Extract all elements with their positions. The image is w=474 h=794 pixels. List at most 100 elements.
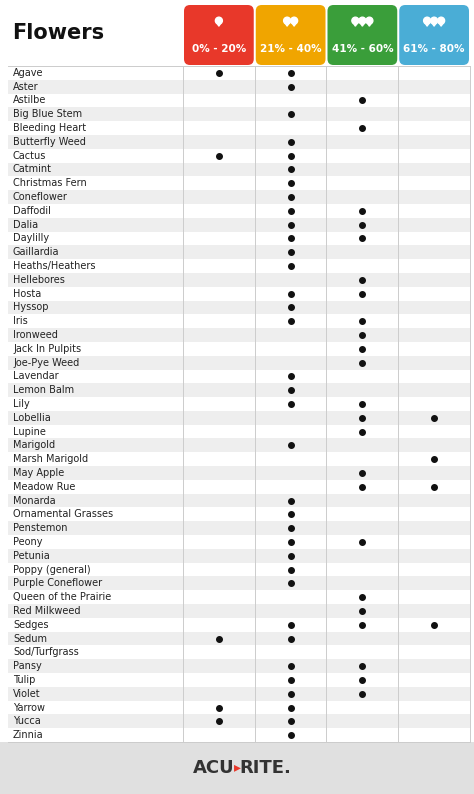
Bar — [8, 218, 470, 232]
Text: Petunia: Petunia — [13, 551, 50, 561]
Polygon shape — [360, 22, 365, 26]
Bar — [8, 604, 470, 618]
Text: Ironweed: Ironweed — [13, 330, 58, 340]
Bar — [8, 715, 470, 728]
Text: 0% - 20%: 0% - 20% — [192, 44, 246, 54]
Circle shape — [352, 17, 359, 24]
Bar — [8, 301, 470, 314]
Text: Daylilly: Daylilly — [13, 233, 49, 244]
FancyBboxPatch shape — [184, 5, 254, 65]
Polygon shape — [284, 22, 290, 26]
Circle shape — [215, 17, 222, 24]
Text: Catmint: Catmint — [13, 164, 52, 175]
Text: Christmas Fern: Christmas Fern — [13, 179, 87, 188]
Text: Heaths/Heathers: Heaths/Heathers — [13, 261, 95, 271]
Text: Yucca: Yucca — [13, 716, 41, 727]
Text: Red Milkweed: Red Milkweed — [13, 606, 81, 616]
Circle shape — [291, 17, 298, 24]
Text: Poppy (general): Poppy (general) — [13, 565, 91, 575]
Text: Lily: Lily — [13, 399, 30, 409]
Circle shape — [430, 17, 438, 24]
Text: 41% - 60%: 41% - 60% — [331, 44, 393, 54]
Text: Pansy: Pansy — [13, 661, 42, 671]
Text: ▸: ▸ — [234, 761, 240, 774]
Text: Astilbe: Astilbe — [13, 95, 46, 106]
Text: Sedges: Sedges — [13, 620, 48, 630]
Text: Cactus: Cactus — [13, 151, 46, 160]
Circle shape — [424, 17, 430, 24]
Bar — [8, 687, 470, 700]
Bar — [8, 107, 470, 121]
Polygon shape — [367, 22, 372, 26]
Polygon shape — [353, 22, 358, 26]
Bar — [8, 163, 470, 176]
Circle shape — [366, 17, 373, 24]
FancyBboxPatch shape — [256, 5, 326, 65]
Polygon shape — [425, 22, 429, 26]
FancyBboxPatch shape — [399, 5, 469, 65]
Text: Sedum: Sedum — [13, 634, 47, 643]
Text: Hyssop: Hyssop — [13, 303, 48, 312]
Text: Penstemon: Penstemon — [13, 523, 67, 533]
Bar — [8, 438, 470, 453]
Text: Bleeding Heart: Bleeding Heart — [13, 123, 86, 133]
Polygon shape — [216, 22, 221, 26]
Bar — [8, 466, 470, 480]
Circle shape — [283, 17, 291, 24]
Text: Peony: Peony — [13, 537, 43, 547]
Text: Queen of the Prairie: Queen of the Prairie — [13, 592, 111, 602]
Text: Lobellia: Lobellia — [13, 413, 51, 422]
Text: Lavendar: Lavendar — [13, 372, 59, 381]
Text: Zinnia: Zinnia — [13, 730, 44, 740]
Text: Dalia: Dalia — [13, 220, 38, 229]
Text: Lemon Balm: Lemon Balm — [13, 385, 74, 395]
Text: Gaillardia: Gaillardia — [13, 247, 60, 257]
Text: Coneflower: Coneflower — [13, 192, 68, 202]
Bar — [8, 191, 470, 204]
Polygon shape — [432, 22, 437, 26]
Text: Flowers: Flowers — [12, 23, 104, 43]
Text: Monarda: Monarda — [13, 495, 55, 506]
Bar — [8, 494, 470, 507]
Text: 21% - 40%: 21% - 40% — [260, 44, 321, 54]
Text: Sod/Turfgrass: Sod/Turfgrass — [13, 647, 79, 657]
Text: Butterfly Weed: Butterfly Weed — [13, 137, 86, 147]
Text: 61% - 80%: 61% - 80% — [403, 44, 465, 54]
Text: Tulip: Tulip — [13, 675, 36, 685]
Text: Purple Coneflower: Purple Coneflower — [13, 578, 102, 588]
Bar — [8, 328, 470, 342]
Text: Violet: Violet — [13, 688, 41, 699]
Bar — [8, 659, 470, 673]
Circle shape — [438, 17, 445, 24]
Text: Jack In Pulpits: Jack In Pulpits — [13, 344, 81, 354]
Bar — [8, 549, 470, 563]
Bar — [8, 273, 470, 287]
Bar — [8, 411, 470, 425]
Text: Agave: Agave — [13, 68, 44, 78]
FancyBboxPatch shape — [328, 5, 397, 65]
Text: Daffodil: Daffodil — [13, 206, 51, 216]
Bar — [8, 135, 470, 148]
Bar — [8, 576, 470, 590]
Text: ACU: ACU — [193, 759, 235, 777]
Bar — [8, 356, 470, 369]
Text: Joe-Pye Weed: Joe-Pye Weed — [13, 357, 79, 368]
Circle shape — [359, 17, 366, 24]
Text: RITE.: RITE. — [239, 759, 291, 777]
Text: Lupine: Lupine — [13, 426, 46, 437]
Polygon shape — [292, 22, 297, 26]
Bar — [0, 742, 474, 794]
Polygon shape — [438, 22, 444, 26]
Bar — [8, 522, 470, 535]
Text: Big Blue Stem: Big Blue Stem — [13, 110, 82, 119]
Text: Aster: Aster — [13, 82, 38, 91]
Text: Ornamental Grasses: Ornamental Grasses — [13, 510, 113, 519]
Text: Marigold: Marigold — [13, 441, 55, 450]
Text: Hosta: Hosta — [13, 289, 41, 299]
Bar — [8, 245, 470, 259]
Text: Meadow Rue: Meadow Rue — [13, 482, 75, 491]
Text: Marsh Marigold: Marsh Marigold — [13, 454, 88, 464]
Bar — [8, 79, 470, 94]
Bar — [8, 632, 470, 646]
Bar — [8, 384, 470, 397]
